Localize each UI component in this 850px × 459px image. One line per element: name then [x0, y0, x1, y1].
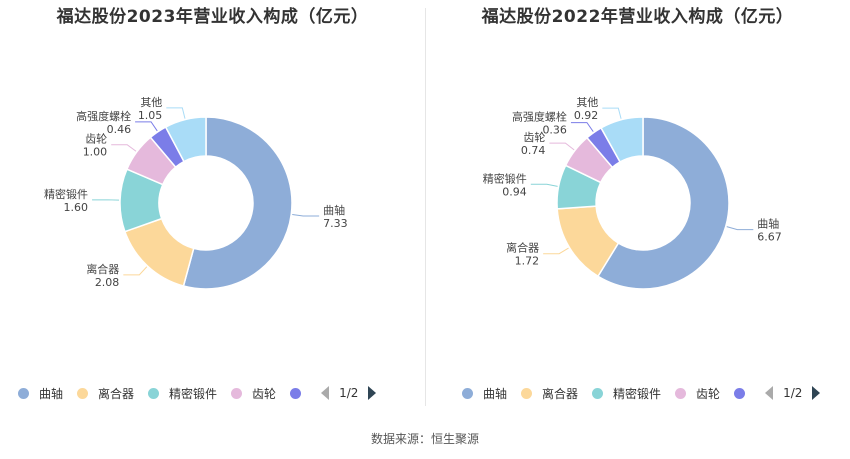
slice-other[interactable] — [600, 116, 644, 163]
legend-item-clutch[interactable]: 离合器 — [521, 385, 578, 402]
slice-label: 离合器 — [506, 241, 539, 255]
legend-pager: 1/2 — [321, 386, 377, 400]
legend-label: 离合器 — [542, 386, 579, 401]
slice-value-label: 0.36 — [542, 124, 567, 137]
slice-label: 曲轴 — [323, 203, 345, 217]
label-leader-line — [602, 107, 622, 119]
legend-item-crankshaft[interactable]: 曲轴 — [462, 385, 507, 402]
legend-marker — [592, 387, 604, 399]
label-leader-line — [543, 247, 569, 255]
slice-value-label: 0.74 — [521, 144, 546, 157]
slice-label: 高强度螺栓 — [512, 110, 567, 124]
slice-label: 其他 — [140, 96, 162, 109]
label-leader-line — [135, 121, 158, 132]
legend-pager: 1/2 — [765, 386, 821, 400]
label-leader-line — [123, 266, 148, 276]
slice-value-label: 1.00 — [83, 146, 108, 159]
slice-value-label: 0.46 — [107, 123, 132, 136]
prev-page-icon[interactable] — [765, 386, 774, 400]
slice-other[interactable] — [164, 116, 207, 163]
legend-marker — [734, 387, 746, 399]
legend-item-crankshaft[interactable]: 曲轴 — [18, 385, 63, 402]
slice-label: 其他 — [576, 96, 598, 109]
legend-marker — [18, 387, 29, 399]
slice-label: 精密锻件 — [483, 171, 527, 185]
label-leader-line — [549, 142, 575, 151]
slice-label: 齿轮 — [85, 132, 107, 146]
slice-label: 高强度螺栓 — [76, 109, 131, 123]
legend-item-precision-forging[interactable]: 精密锻件 — [148, 385, 217, 402]
data-source-note: 数据来源：恒生聚源 — [370, 432, 479, 446]
legend-label: 精密锻件 — [613, 386, 662, 401]
legend-marker — [675, 387, 687, 399]
legend-item-bolt[interactable] — [734, 387, 746, 399]
slice-value-label: 2.08 — [95, 276, 120, 289]
label-leader-line — [111, 144, 137, 152]
legend-item-clutch[interactable]: 离合器 — [77, 385, 134, 402]
slice-crankshaft[interactable] — [596, 116, 730, 290]
slice-value-label: 1.72 — [515, 255, 540, 268]
legend-label: 曲轴 — [483, 386, 508, 401]
label-leader-line — [166, 107, 186, 119]
slice-value-label: 0.92 — [574, 109, 599, 122]
label-leader-line — [726, 226, 754, 231]
legend-label: 齿轮 — [252, 386, 277, 401]
slice-label: 精密锻件 — [44, 187, 88, 201]
legend-item-gear[interactable]: 齿轮 — [675, 385, 720, 402]
chart-title: 福达股份2022年营业收入构成（亿元） — [481, 7, 794, 27]
chart-legend: 曲轴 离合器 精密锻件 齿轮 1/2 — [18, 383, 377, 403]
legend-label: 曲轴 — [39, 386, 64, 401]
legend-item-gear[interactable]: 齿轮 — [231, 385, 276, 402]
slice-label: 曲轴 — [757, 217, 779, 231]
legend-label: 精密锻件 — [169, 386, 218, 401]
prev-page-icon[interactable] — [321, 386, 330, 400]
legend-item-precision-forging[interactable]: 精密锻件 — [592, 385, 661, 402]
slice-value-label: 0.94 — [502, 185, 527, 198]
next-page-icon[interactable] — [368, 386, 377, 400]
slice-value-label: 1.60 — [64, 201, 89, 214]
chart-legend: 曲轴 离合器 精密锻件 齿轮 1/2 — [462, 383, 821, 403]
legend-marker — [231, 387, 243, 399]
slice-value-label: 1.05 — [138, 109, 163, 122]
label-leader-line — [292, 213, 320, 217]
legend-label: 离合器 — [98, 386, 135, 401]
slice-crankshaft[interactable] — [182, 116, 293, 290]
next-page-icon[interactable] — [812, 386, 821, 400]
legend-page-indicator: 1/2 — [783, 386, 803, 400]
legend-label: 齿轮 — [696, 386, 721, 401]
slice-label: 离合器 — [86, 262, 119, 276]
label-leader-line — [570, 122, 594, 132]
panel-divider — [425, 8, 426, 406]
slice-label: 齿轮 — [523, 130, 545, 144]
legend-marker — [290, 387, 302, 399]
legend-marker — [521, 387, 533, 399]
chart-panel-2023: 福达股份2023年营业收入构成（亿元） 曲轴 7.33 离合器 2.08 精密锻件 1.6… — [0, 0, 425, 420]
legend-marker — [77, 387, 89, 399]
label-leader-line — [530, 183, 558, 187]
legend-page-indicator: 1/2 — [339, 386, 359, 400]
legend-marker — [462, 387, 473, 399]
legend-marker — [148, 387, 160, 399]
chart-title: 福达股份2023年营业收入构成（亿元） — [56, 7, 369, 27]
legend-item-bolt[interactable] — [290, 387, 302, 399]
chart-panel-2022: 福达股份2022年营业收入构成（亿元） 曲轴 6.67 离合器 1.72 精密锻件 0.9… — [425, 0, 850, 420]
slice-value-label: 7.33 — [323, 217, 348, 230]
slice-value-label: 6.67 — [757, 231, 782, 244]
